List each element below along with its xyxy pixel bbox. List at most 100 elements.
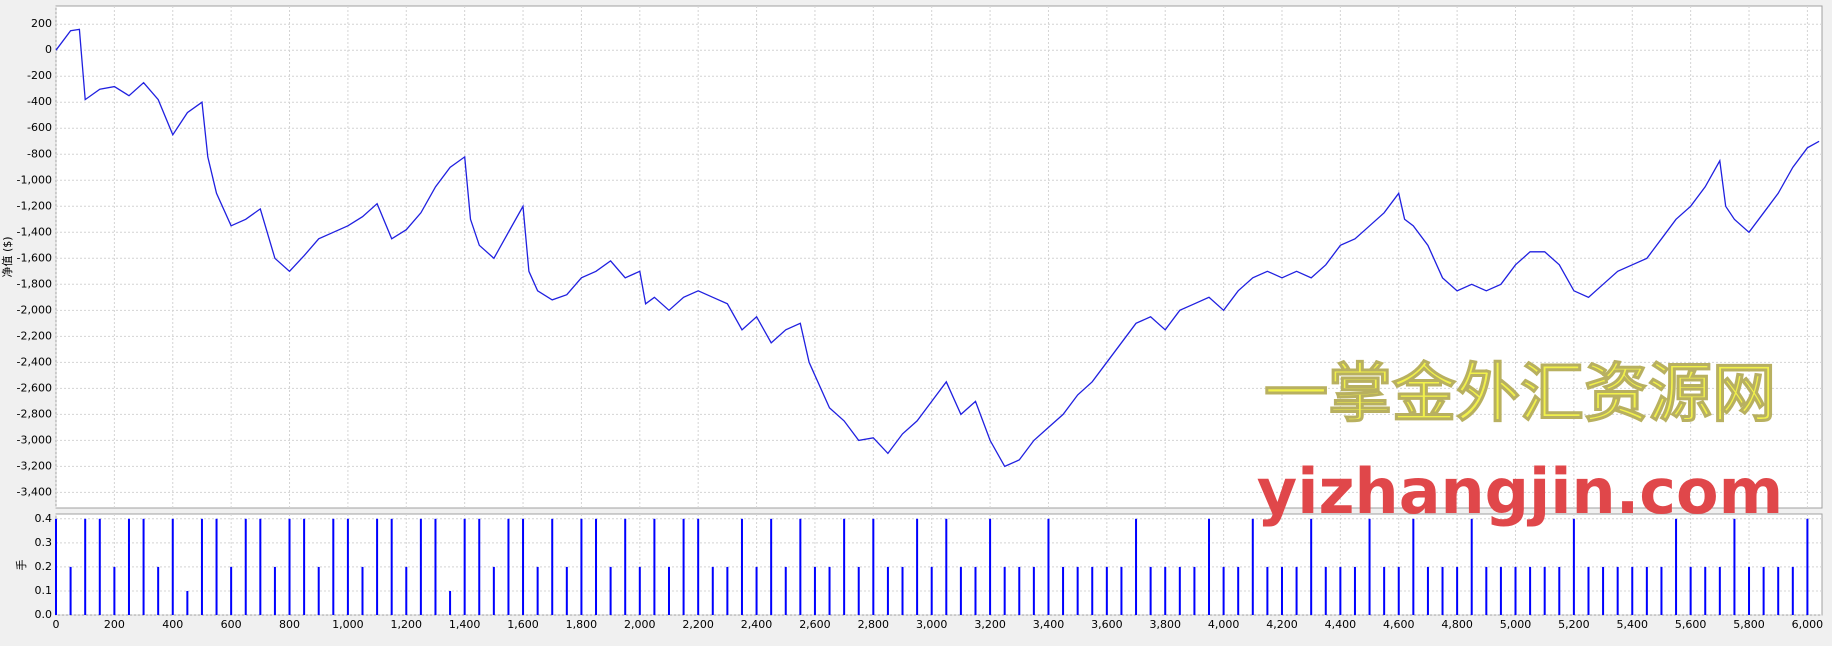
lot-bar <box>1412 518 1415 615</box>
x-tick-label: 4,200 <box>1266 618 1298 631</box>
lot-bar <box>1222 566 1225 615</box>
y-tick-label: 0.3 <box>35 536 53 549</box>
lot-bar <box>1485 566 1488 615</box>
lot-bar <box>1631 566 1634 615</box>
y-tick-label: 0.4 <box>35 512 53 525</box>
x-tick-label: 600 <box>221 618 242 631</box>
y-tick-label: -1,200 <box>17 199 52 212</box>
lot-bar <box>638 566 641 615</box>
y-tick-label: -400 <box>27 95 52 108</box>
equity-line <box>55 28 1820 468</box>
lot-bar <box>1047 518 1050 615</box>
lot-bar <box>595 518 598 615</box>
x-tick-label: 200 <box>104 618 125 631</box>
lot-bar <box>478 518 481 615</box>
y-tick-label: 0.0 <box>35 608 53 621</box>
lot-bar <box>317 566 320 615</box>
lot-bar <box>215 518 218 615</box>
y-tick-label: -600 <box>27 121 52 134</box>
lot-bar <box>1499 566 1502 615</box>
x-tick-label: 0 <box>53 618 60 631</box>
lot-bar <box>1149 566 1152 615</box>
lot-bar <box>1003 566 1006 615</box>
x-tick-label: 2,800 <box>858 618 890 631</box>
lot-bar <box>157 566 160 615</box>
y-axis-label: 净值 ($) <box>0 236 14 277</box>
lot-bar <box>273 566 276 615</box>
lot-bar <box>1135 518 1138 615</box>
lot-bar <box>799 518 802 615</box>
x-tick-label: 4,600 <box>1383 618 1415 631</box>
lot-bar <box>843 518 846 615</box>
lot-bar <box>449 590 452 615</box>
lot-bar <box>1091 566 1094 615</box>
lot-bar <box>1616 566 1619 615</box>
x-tick-label: 6,000 <box>1792 618 1824 631</box>
x-tick-label: 4,000 <box>1208 618 1240 631</box>
lot-bar <box>376 518 379 615</box>
lot-bar <box>711 566 714 615</box>
lot-bar <box>244 518 247 615</box>
y-tick-label: -800 <box>27 147 52 160</box>
lot-bar <box>1748 566 1751 615</box>
y-tick-label: -2,600 <box>17 381 52 394</box>
lot-bar <box>1645 566 1648 615</box>
lot-bar <box>1470 518 1473 615</box>
lot-bar <box>916 518 919 615</box>
lot-bar <box>1762 566 1765 615</box>
lot-bar <box>303 518 306 615</box>
x-tick-label: 3,200 <box>974 618 1006 631</box>
x-tick-label: 1,000 <box>332 618 364 631</box>
lot-bar <box>959 566 962 615</box>
y-tick-label: -3,000 <box>17 433 52 446</box>
y-tick-label: -1,800 <box>17 277 52 290</box>
lot-bar <box>872 518 875 615</box>
lot-bar <box>1704 566 1707 615</box>
lot-bar <box>828 566 831 615</box>
lot-bar <box>1324 566 1327 615</box>
x-tick-label: 3,400 <box>1033 618 1065 631</box>
x-tick-label: 5,800 <box>1733 618 1765 631</box>
lot-bar <box>390 518 393 615</box>
lot-bar <box>507 518 510 615</box>
x-tick-label: 1,200 <box>391 618 423 631</box>
lot-bar <box>1397 566 1400 615</box>
lot-bar <box>113 566 116 615</box>
lot-bar <box>230 566 233 615</box>
lot-bar <box>536 566 539 615</box>
y-tick-label: 0.2 <box>35 560 53 573</box>
lot-bar <box>288 518 291 615</box>
y-tick-label: -2,000 <box>17 303 52 316</box>
lot-bar <box>667 566 670 615</box>
lot-bar <box>1310 518 1313 615</box>
y-axis-label: 手 <box>14 560 28 571</box>
lot-bar <box>1295 566 1298 615</box>
y-tick-label: -2,200 <box>17 329 52 342</box>
y-tick-label: -1,000 <box>17 173 52 186</box>
lot-bar <box>1178 566 1181 615</box>
lot-bar <box>1514 566 1517 615</box>
lot-bar <box>1806 518 1809 615</box>
bottom-plot-area <box>55 513 1823 616</box>
y-tick-label: 0.1 <box>35 584 53 597</box>
lot-bar <box>653 518 656 615</box>
lot-bar <box>565 566 568 615</box>
y-tick-label: -3,400 <box>17 485 52 498</box>
lot-bar <box>1777 566 1780 615</box>
lot-bar <box>1572 518 1575 615</box>
lot-bar <box>1105 566 1108 615</box>
lot-bar <box>1353 566 1356 615</box>
lot-bar <box>930 566 933 615</box>
lot-bar <box>259 518 262 615</box>
lot-bar <box>755 566 758 615</box>
x-tick-label: 1,400 <box>449 618 481 631</box>
lot-bar <box>463 518 466 615</box>
x-tick-label: 5,000 <box>1500 618 1532 631</box>
lot-bar <box>200 518 203 615</box>
x-tick-label: 4,800 <box>1441 618 1473 631</box>
lot-bar <box>945 518 948 615</box>
y-tick-label: -200 <box>27 69 52 82</box>
lot-bar <box>726 566 729 615</box>
lot-bar <box>1660 566 1663 615</box>
